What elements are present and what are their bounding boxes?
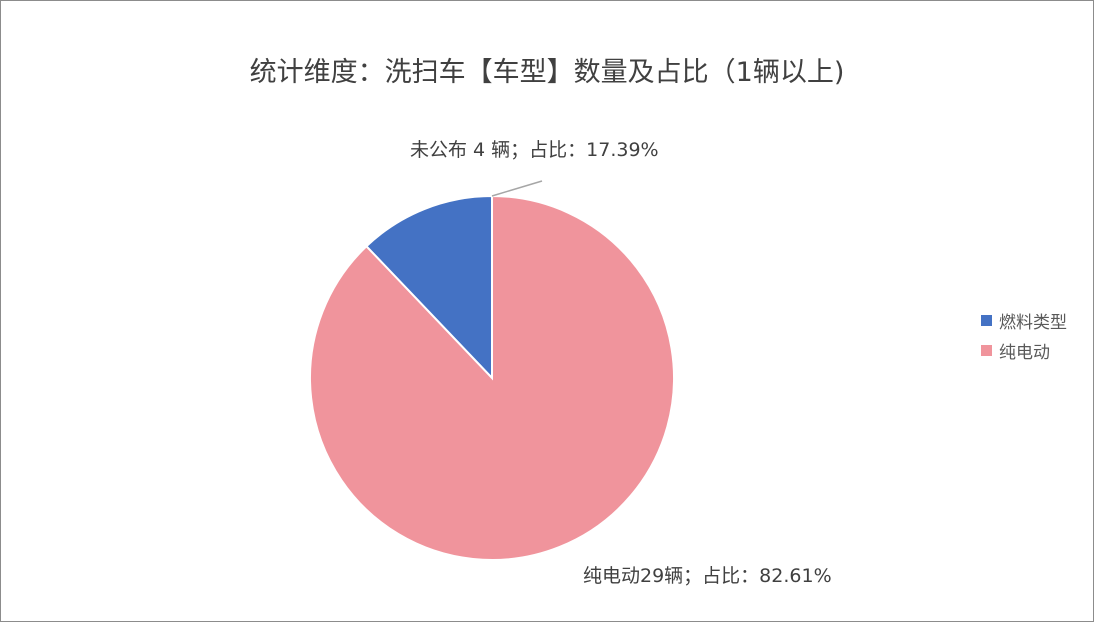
- legend-item-fuel: 燃料类型: [981, 305, 1067, 335]
- pie-slice-electric: [309, 194, 675, 561]
- legend-swatch-fuel: [981, 314, 992, 326]
- data-label-fuel: 未公布 4 辆；占比：17.39%: [410, 139, 659, 161]
- legend-label-fuel: 燃料类型: [999, 312, 1067, 333]
- legend: 燃料类型 纯电动: [981, 305, 1067, 365]
- leader-line-fuel: [491, 180, 543, 197]
- data-label-electric: 纯电动29辆；占比：82.61%: [583, 565, 832, 587]
- legend-label-electric: 纯电动: [999, 342, 1050, 363]
- chart-title: 统计维度：洗扫车【车型】数量及占比（1辆以上): [249, 57, 845, 88]
- legend-item-electric: 纯电动: [981, 335, 1067, 365]
- legend-swatch-electric: [981, 344, 992, 356]
- pie-slice-fuel: [364, 194, 493, 381]
